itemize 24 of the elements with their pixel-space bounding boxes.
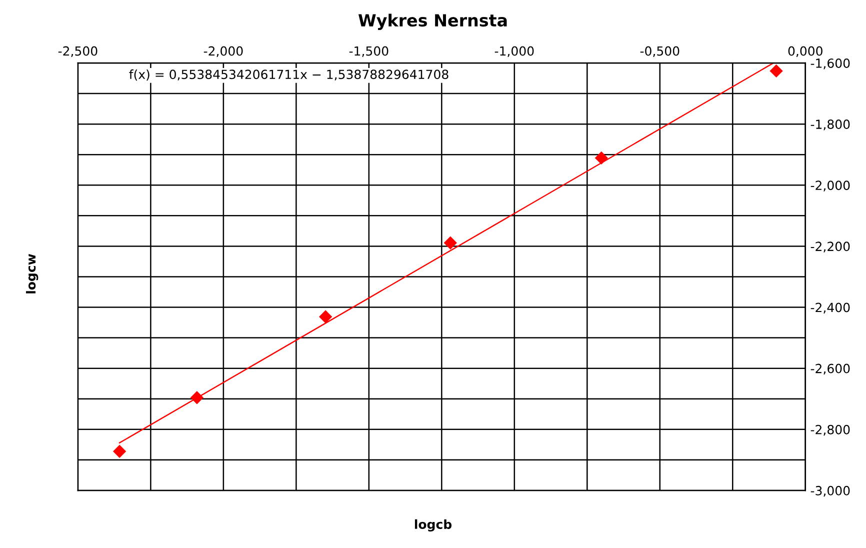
- x-tick-label: -0,500: [640, 46, 680, 58]
- chart-title: Wykres Nernsta: [358, 14, 507, 30]
- x-tick-label: -1,500: [349, 46, 388, 58]
- x-tick-label: -2,000: [204, 46, 243, 58]
- point: [190, 391, 204, 404]
- x-axis-title: logcb: [414, 519, 452, 532]
- y-tick-label: -3,000: [810, 486, 850, 497]
- y-tick-label: -1,800: [810, 120, 850, 130]
- y-tick-label: -2,800: [810, 424, 850, 436]
- point: [318, 310, 332, 324]
- x-tick-label: 0,000: [788, 46, 822, 58]
- y-tick-label: -2,000: [810, 180, 850, 192]
- y-axis-title: logcw: [26, 254, 38, 294]
- y-tick-label: -2,200: [810, 242, 850, 252]
- x-tick-label: -2,500: [58, 46, 98, 58]
- point: [594, 151, 608, 165]
- y-tick-label: -2,600: [810, 364, 850, 375]
- y-tick-label: -2,400: [810, 302, 850, 314]
- annotation: f(x) = 0,553845342061711x − 1,53878829641708: [129, 69, 448, 81]
- point: [770, 64, 783, 78]
- point: [112, 444, 126, 458]
- point: [444, 236, 457, 250]
- x-tick-label: -1,000: [494, 46, 534, 58]
- y-tick-label: -1,600: [810, 58, 850, 70]
